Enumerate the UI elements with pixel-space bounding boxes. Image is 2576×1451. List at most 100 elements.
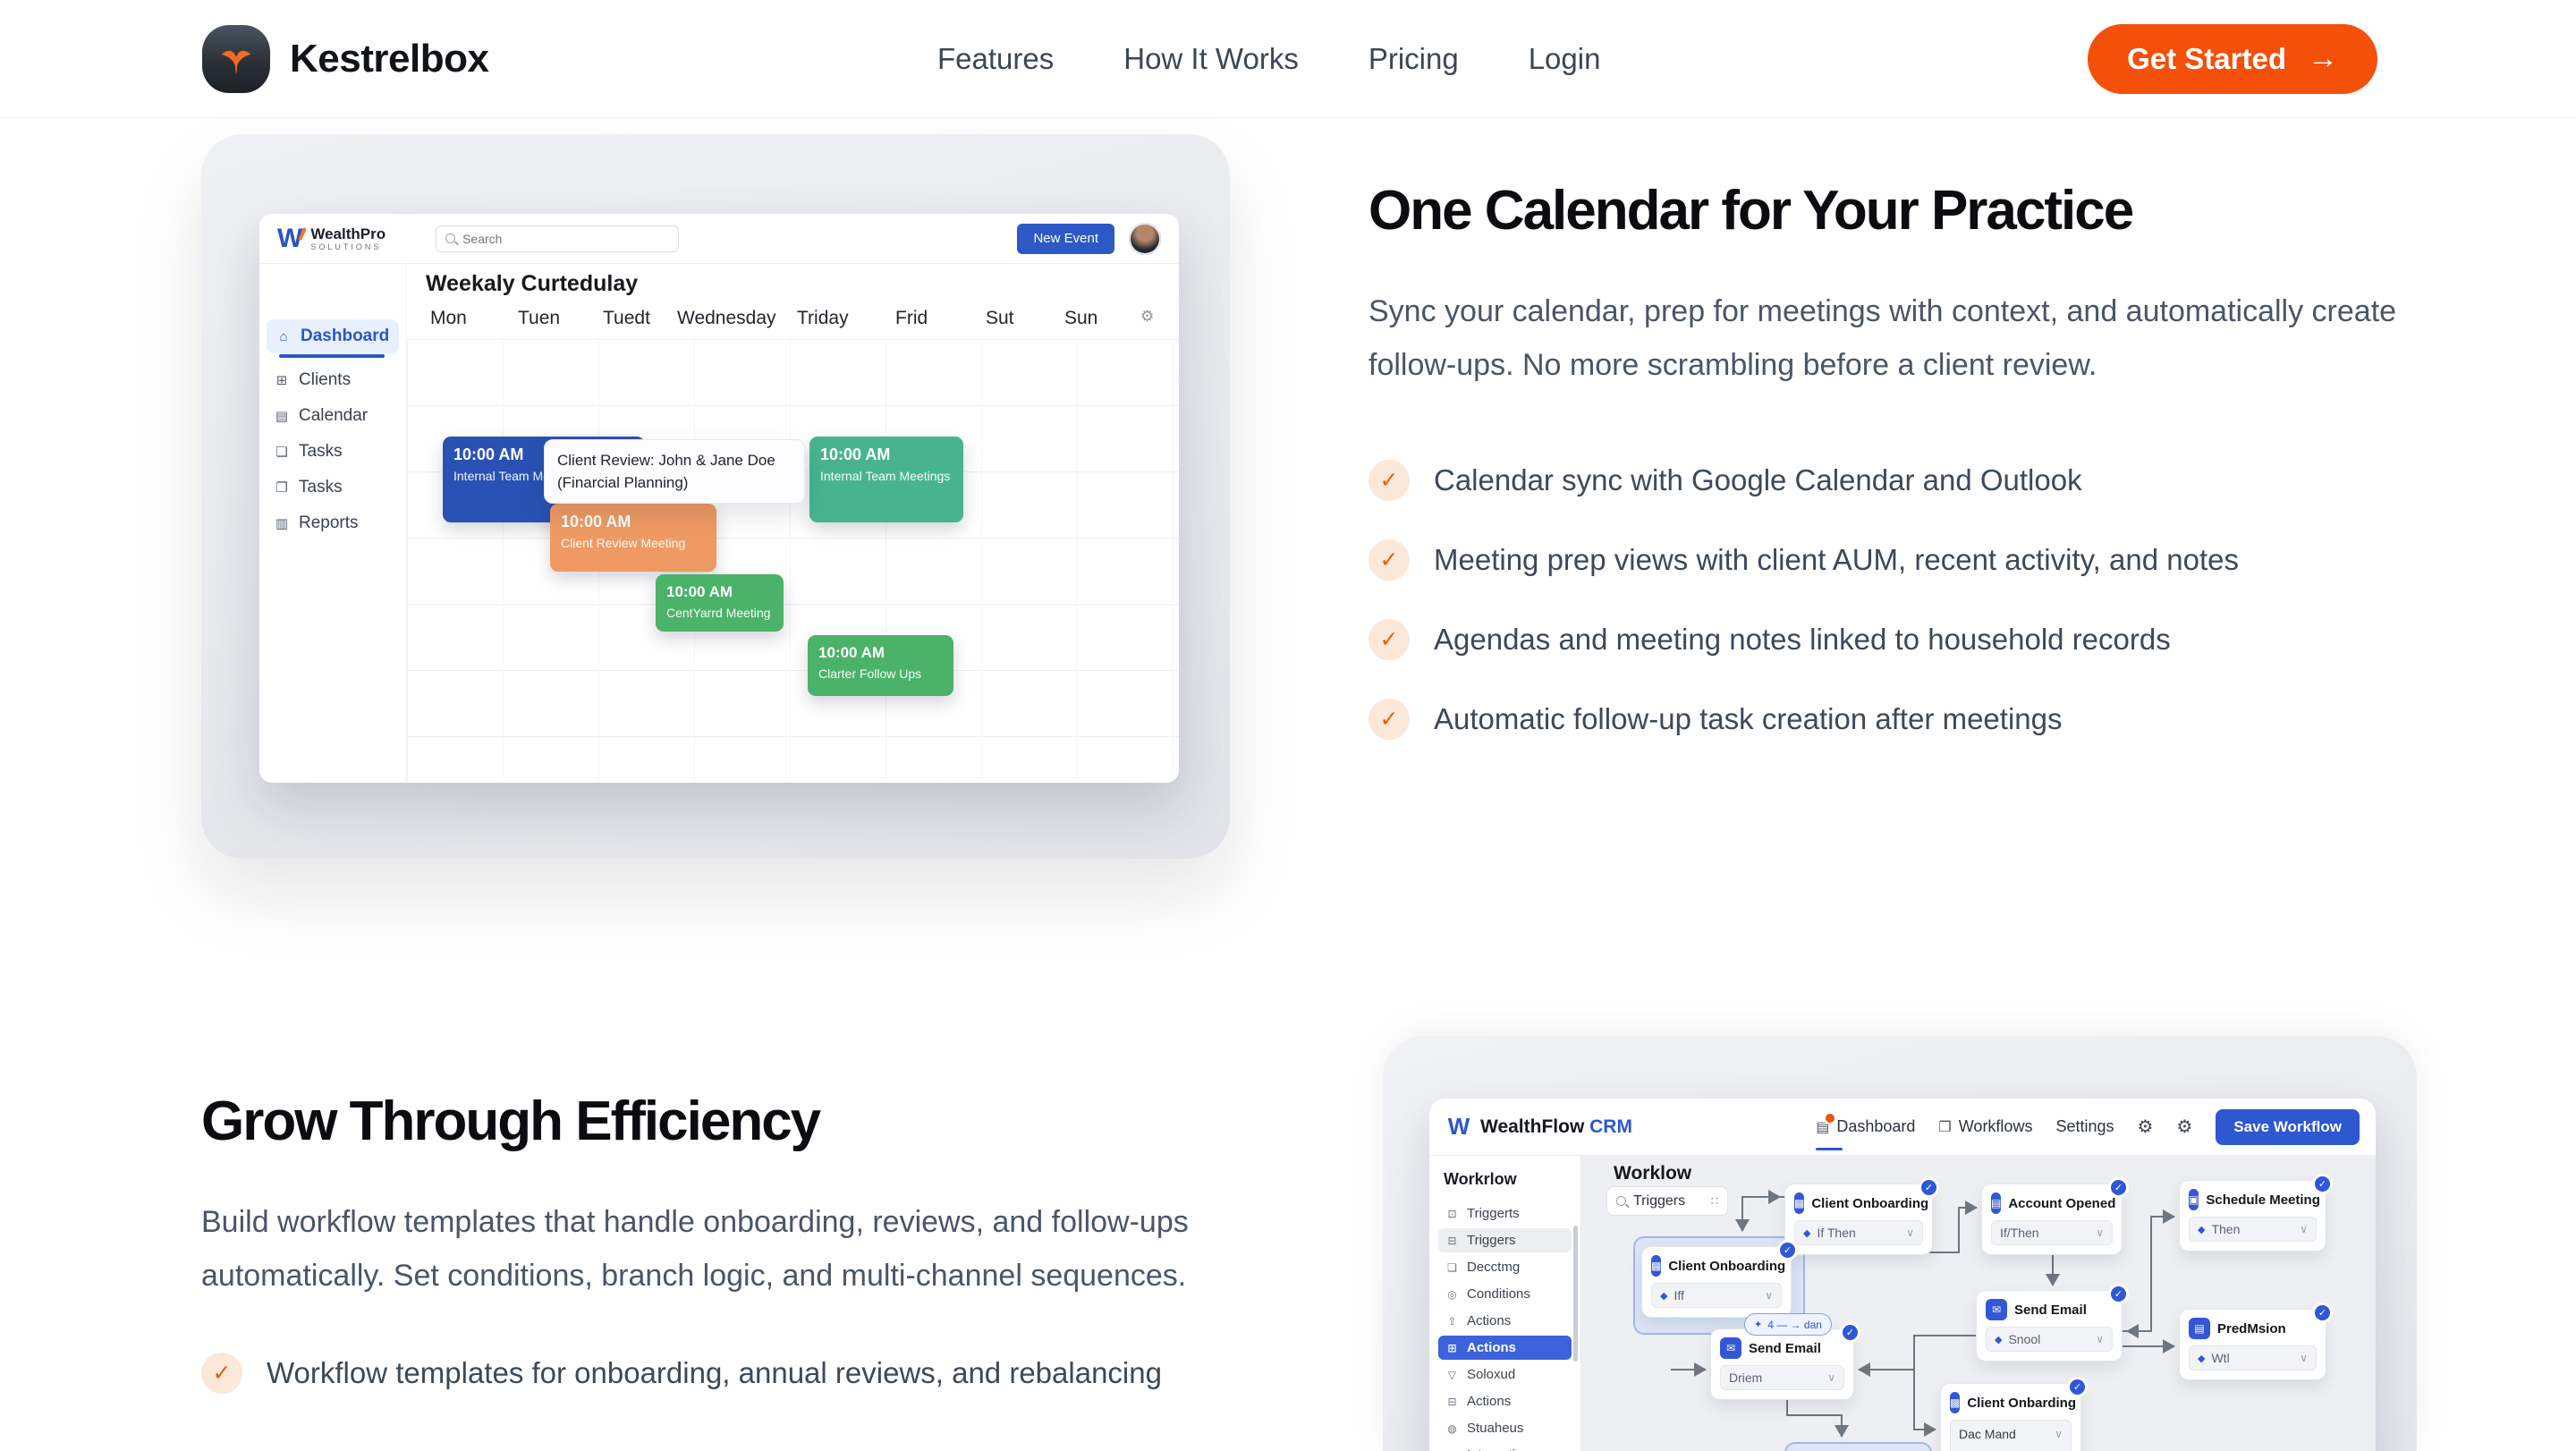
- checklist-item: ✓ Agendas and meeting notes linked to ho…: [1368, 619, 2424, 660]
- sidebar-item-clients[interactable]: ⊞ Clients: [259, 362, 406, 398]
- node-dropdown[interactable]: If/Then ∨: [1991, 1220, 2113, 1245]
- wf-side-actions-selected[interactable]: ⊞ Actions: [1438, 1336, 1572, 1360]
- node-field-list[interactable]: Dac Mand ∨ Caope Neelms: [1950, 1420, 2072, 1451]
- wf-side-soloxud[interactable]: ▽ Soloxud: [1438, 1362, 1572, 1387]
- canvas-search[interactable]: Triggers ∷: [1606, 1186, 1728, 1216]
- workflow-mockup-card: W WealthFlow CRM ▤ Dashboard ❐ Workflows…: [1383, 1036, 2417, 1451]
- gear-icon[interactable]: ⚙: [2137, 1117, 2154, 1137]
- dropdown-label: Snool: [2008, 1332, 2041, 1346]
- wf-side-integrations[interactable]: ⊖ Integrations: [1438, 1443, 1572, 1451]
- checklist-item: ✓ Workflow templates for onboarding, ann…: [201, 1353, 1284, 1394]
- sidebar-scrollbar[interactable]: [1573, 1226, 1578, 1362]
- node-account-opened[interactable]: ✓ ▤ Account Opened If/Then ∨: [1982, 1177, 2129, 1254]
- user-avatar[interactable]: [1129, 222, 1161, 255]
- wf-nav-workflows[interactable]: ❐ Workflows: [1938, 1117, 2032, 1136]
- wf-side-stuaheus[interactable]: ◍ Stuaheus: [1438, 1416, 1572, 1440]
- nav-link-login[interactable]: Login: [1528, 41, 1601, 75]
- wf-nav-label: Settings: [2055, 1117, 2114, 1135]
- dropdown-label: Driem: [1729, 1370, 1763, 1385]
- brand[interactable]: Kestrelbox: [202, 24, 489, 93]
- event-internal-team-meetings-2[interactable]: 10:00 AM Internal Team Meetings: [809, 437, 963, 522]
- top-nav: Kestrelbox Features How It Works Pricing…: [0, 0, 2576, 118]
- badge-label: 4 — → dan: [1767, 1318, 1822, 1331]
- wf-nav-settings[interactable]: Settings: [2055, 1117, 2114, 1136]
- checklist-label: Agendas and meeting notes linked to hous…: [1434, 623, 2171, 656]
- workflow-sidebar-title: Workrlow: [1444, 1170, 1517, 1188]
- node-predmsion[interactable]: ✓ ▤ PredMsion ◆ Wtl ∨: [2180, 1303, 2333, 1379]
- chevron-down-icon: ∨: [2096, 1226, 2104, 1239]
- node-send-email[interactable]: ✓ ✉ Send Email ◆ Snool ∨: [1977, 1284, 2129, 1361]
- node-client-onboarding-selected[interactable]: ✓ ▩ Client Onboarding ◆ Iff ∨: [1642, 1240, 1798, 1317]
- nav-link-how-it-works[interactable]: How It Works: [1123, 41, 1299, 75]
- sidebar-item-tasks[interactable]: ❏ Tasks: [259, 434, 406, 470]
- sidebar-item-reports[interactable]: ▥ Reports: [259, 505, 406, 541]
- workflow-sidebar: Workrlow ⊡ Triggerts ⊟ Triggers ❏ Decctm…: [1429, 1156, 1581, 1451]
- event-title: Client Review Meeting: [561, 536, 686, 550]
- save-workflow-button[interactable]: Save Workflow: [2216, 1108, 2360, 1145]
- wf-side-triggerts[interactable]: ⊡ Triggerts: [1438, 1201, 1572, 1226]
- node-dropdown[interactable]: Driem ∨: [1720, 1365, 1844, 1390]
- brand-name: Kestrelbox: [290, 36, 489, 81]
- node-send-email-2[interactable]: ✓ ✉ Send Email Driem ∨: [1711, 1322, 1860, 1399]
- wf-side-actions-3[interactable]: ⊟ Actions: [1438, 1389, 1572, 1413]
- wf-nav-label: Dashboard: [1836, 1117, 1916, 1135]
- event-client-review-meeting[interactable]: 10:00 AM Client Review Meeting: [550, 504, 716, 572]
- calendar-settings-icon[interactable]: ⚙: [1140, 308, 1155, 325]
- wf-side-label: Actions: [1467, 1394, 1512, 1409]
- node-dropdown[interactable]: ◆ If Then ∨: [1794, 1220, 1923, 1245]
- sidebar-item-calendar[interactable]: ▤ Calendar: [259, 398, 406, 434]
- wf-nav-dashboard[interactable]: ▤ Dashboard: [1816, 1111, 1916, 1150]
- node-title: Client Onbarding: [1967, 1395, 2077, 1411]
- sidebar-item-tasks-2[interactable]: ❐ Tasks: [259, 470, 406, 505]
- wf-side-triggers[interactable]: ⊟ Triggers: [1438, 1228, 1572, 1252]
- wf-side-label: Actions: [1467, 1340, 1517, 1355]
- checklist-label: Meeting prep views with client AUM, rece…: [1434, 543, 2239, 576]
- event-clarter-follow-ups[interactable]: 10:00 AM Clarter Follow Ups: [808, 635, 953, 696]
- badge-icon: ✦: [1754, 1319, 1763, 1330]
- section-grow-efficiency: Grow Through Efficiency Build workflow t…: [201, 1090, 1284, 1432]
- new-event-button[interactable]: New Event: [1017, 223, 1114, 254]
- workflows-icon: ❐: [1938, 1119, 1952, 1135]
- calendar-search-box[interactable]: [436, 225, 680, 252]
- nav-link-pricing[interactable]: Pricing: [1368, 41, 1459, 75]
- check-icon: ✓: [201, 1353, 242, 1394]
- get-started-label: Get Started: [2127, 41, 2286, 75]
- check-badge-icon: ✓: [2108, 1177, 2129, 1198]
- node-dropdown[interactable]: ◆ Wtl ∨: [2189, 1345, 2317, 1370]
- node-schedule-meeting[interactable]: ✓ ▣ Schedule Meeting ◆ Then ∨: [2180, 1174, 2333, 1251]
- node-icon: ▤: [2189, 1318, 2210, 1339]
- wf-side-actions[interactable]: ⇧ Actions: [1438, 1309, 1572, 1333]
- node-dropdown[interactable]: ◆ Iff ∨: [1651, 1283, 1782, 1308]
- event-time: 10:00 AM: [453, 445, 524, 463]
- tooltip-line: (Finarcial Planning): [557, 474, 689, 491]
- wf-side-decctmg[interactable]: ❏ Decctmg: [1438, 1255, 1572, 1279]
- node-dropdown[interactable]: ◆ Snool ∨: [1986, 1327, 2113, 1352]
- node-title: Client Onboarding: [1668, 1258, 1786, 1274]
- section1-paragraph: Sync your calendar, prep for meetings wi…: [1368, 294, 2397, 382]
- node-dropdown[interactable]: ◆ Then ∨: [2189, 1217, 2317, 1242]
- node-client-onboarding[interactable]: ✓ ▩ Client Onboarding ◆ If Then ∨: [1785, 1177, 1939, 1254]
- arrow-right-icon: →: [2308, 41, 2338, 75]
- calendar-search-input[interactable]: [462, 231, 642, 246]
- wf-side-label: Stuaheus: [1467, 1421, 1524, 1436]
- gear-icon[interactable]: ⚙: [2176, 1117, 2193, 1137]
- chevron-down-icon: ∨: [2300, 1223, 2308, 1235]
- sidebar-item-dashboard[interactable]: ⌂ Dashboard: [267, 319, 399, 358]
- wealthflow-window: W WealthFlow CRM ▤ Dashboard ❐ Workflows…: [1429, 1099, 2376, 1451]
- calendar-main: Weekaly Curtedulay Mon Tuen Tuedt Wednes…: [407, 264, 1179, 783]
- event-centyarrd-meeting[interactable]: 10:00 AM CentYarrd Meeting: [656, 574, 784, 632]
- reports-icon: ▥: [275, 516, 289, 531]
- checklist-item: ✓ Meeting prep views with client AUM, re…: [1368, 539, 2424, 581]
- nav-link-features[interactable]: Features: [937, 41, 1055, 75]
- chevron-down-icon: ∨: [1906, 1226, 1914, 1239]
- node-client-onbarding[interactable]: ✓ ▩ Client Onbarding Dac Mand ∨ Caope Ne…: [1941, 1377, 2088, 1451]
- wealthflow-logo-name: WealthFlow: [1480, 1116, 1585, 1137]
- check-badge-icon: ✓: [1840, 1322, 1860, 1343]
- section2-heading: Grow Through Efficiency: [201, 1090, 821, 1152]
- node-icon: ▩: [1651, 1255, 1662, 1277]
- check-icon: ✓: [1368, 619, 1410, 660]
- get-started-button[interactable]: Get Started →: [2088, 23, 2377, 94]
- wf-side-conditions[interactable]: ◎ Conditions: [1438, 1282, 1572, 1306]
- dropdown-label: If Then: [1817, 1226, 1856, 1240]
- trigger-icon: ⊟: [1447, 1234, 1457, 1247]
